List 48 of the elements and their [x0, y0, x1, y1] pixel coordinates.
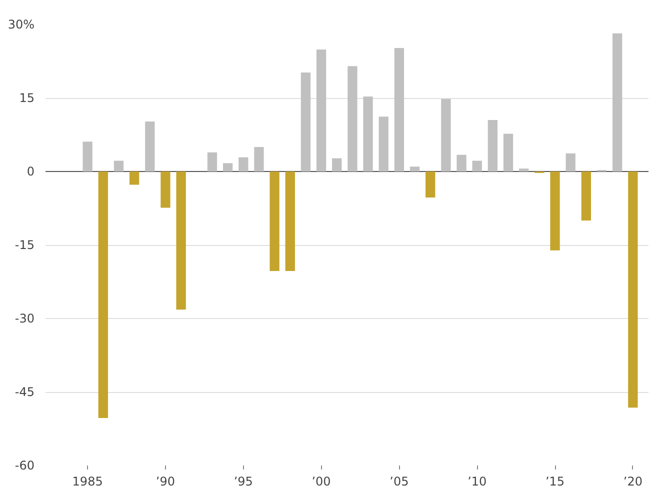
x-tick-label: ’00 [312, 474, 331, 488]
bar [426, 172, 436, 198]
bar [628, 172, 638, 408]
x-tick-label: ’90 [156, 474, 176, 488]
bar [519, 168, 529, 172]
bar [129, 172, 140, 185]
bar [98, 172, 108, 418]
bar [285, 172, 295, 271]
bar [348, 66, 358, 172]
bar [176, 172, 186, 310]
bar [488, 120, 498, 172]
bar [441, 98, 451, 172]
bar [410, 166, 420, 172]
x-tick-label: ’95 [234, 474, 253, 488]
y-tick-label: -30 [14, 312, 35, 326]
bar [456, 154, 466, 172]
y-tick-label: -45 [14, 385, 35, 399]
y-tick-label: 15 [19, 91, 35, 105]
bar [378, 116, 388, 172]
y-tick-label: 0 [26, 164, 35, 178]
bar [612, 33, 622, 172]
bar [550, 172, 560, 250]
x-tick-label: ’05 [390, 474, 409, 488]
bar [114, 160, 124, 172]
bar [472, 160, 482, 172]
y-tick-label: -15 [14, 238, 35, 252]
bar [222, 163, 233, 172]
x-tick-label: ’20 [623, 474, 642, 488]
bar [145, 122, 155, 172]
x-tick-label: 1985 [72, 474, 103, 488]
bar [300, 72, 311, 172]
bar [254, 147, 264, 172]
bar [363, 96, 373, 172]
bar [82, 142, 92, 172]
x-tick-label: ’15 [545, 474, 565, 488]
bar [160, 172, 170, 208]
bar [207, 152, 218, 172]
bar [394, 48, 404, 172]
bar [503, 134, 514, 172]
bar [270, 172, 280, 271]
bar [566, 153, 576, 172]
y-tick-label: -60 [14, 458, 35, 472]
bar [581, 172, 592, 220]
bar [316, 49, 326, 172]
bar [238, 157, 248, 172]
x-tick-label: ’10 [468, 474, 487, 488]
y-tick-label: 30% [8, 18, 34, 32]
bar [332, 158, 342, 172]
